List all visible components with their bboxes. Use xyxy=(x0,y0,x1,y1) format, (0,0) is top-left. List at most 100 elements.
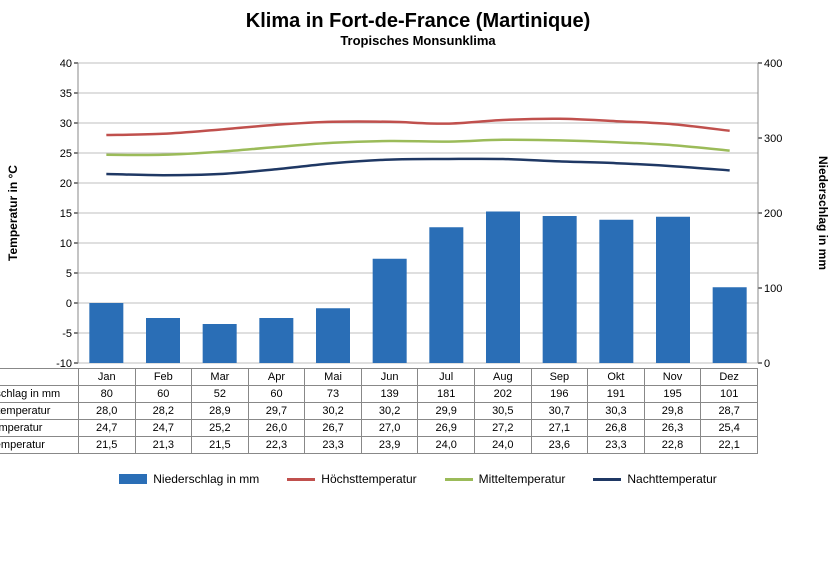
legend-label: Niederschlag in mm xyxy=(153,472,259,486)
table-cell: 26,3 xyxy=(644,420,701,437)
table-corner xyxy=(0,369,78,386)
bar xyxy=(713,287,747,363)
bar xyxy=(146,318,180,363)
table-cell: 139 xyxy=(361,386,418,403)
table-cell: 22,8 xyxy=(644,437,701,454)
climate-chart: Klima in Fort-de-France (Martinique) Tro… xyxy=(0,0,836,575)
svg-text:-5: -5 xyxy=(62,328,72,340)
table-cell: 196 xyxy=(531,386,588,403)
month-header: Aug xyxy=(474,369,531,386)
table-cell: 22,3 xyxy=(248,437,305,454)
table-cell: 29,8 xyxy=(644,403,701,420)
table-cell: 30,2 xyxy=(361,403,418,420)
chart-subtitle: Tropisches Monsunklima xyxy=(20,33,816,48)
legend-item-mean_temp: Mitteltemperatur xyxy=(445,472,566,486)
table-cell: 26,8 xyxy=(588,420,645,437)
table-cell: 23,3 xyxy=(588,437,645,454)
table-cell: 21,5 xyxy=(78,437,135,454)
table-cell: 195 xyxy=(644,386,701,403)
legend: Niederschlag in mm Höchsttemperatur Mittel… xyxy=(20,472,816,486)
month-header: Nov xyxy=(644,369,701,386)
table-cell: 23,3 xyxy=(305,437,362,454)
bar xyxy=(486,212,520,364)
plot-area: Temperatur in °C Niederschlag in mm -10-… xyxy=(33,58,803,368)
row-header: Mitteltemperatur xyxy=(0,420,78,437)
table-cell: 21,5 xyxy=(192,437,249,454)
legend-swatch xyxy=(287,478,315,481)
bar xyxy=(203,324,237,363)
table-cell: 191 xyxy=(588,386,645,403)
table-cell: 30,7 xyxy=(531,403,588,420)
table-cell: 23,6 xyxy=(531,437,588,454)
svg-text:35: 35 xyxy=(60,88,72,100)
y-right-axis-label: Niederschlag in mm xyxy=(816,156,830,270)
table-cell: 27,1 xyxy=(531,420,588,437)
svg-text:25: 25 xyxy=(60,148,72,160)
table-cell: 21,3 xyxy=(135,437,192,454)
table-cell: 60 xyxy=(248,386,305,403)
table-cell: 24,0 xyxy=(474,437,531,454)
month-header: Jan xyxy=(78,369,135,386)
table-cell: 22,1 xyxy=(701,437,758,454)
table-cell: 28,9 xyxy=(192,403,249,420)
legend-label: Nachttemperatur xyxy=(627,472,716,486)
svg-text:100: 100 xyxy=(764,283,782,295)
table-cell: 30,3 xyxy=(588,403,645,420)
month-header: Apr xyxy=(248,369,305,386)
svg-text:40: 40 xyxy=(60,58,72,70)
month-header: Jul xyxy=(418,369,475,386)
bar xyxy=(543,216,577,363)
table-cell: 73 xyxy=(305,386,362,403)
table-cell: 23,9 xyxy=(361,437,418,454)
bar xyxy=(429,227,463,363)
legend-item-max_temp: Höchsttemperatur xyxy=(287,472,416,486)
bar xyxy=(599,220,633,363)
row-header: Niederschlag in mm xyxy=(0,386,78,403)
svg-text:15: 15 xyxy=(60,208,72,220)
legend-item-night_temp: Nachttemperatur xyxy=(593,472,716,486)
svg-text:200: 200 xyxy=(764,208,782,220)
table-cell: 26,0 xyxy=(248,420,305,437)
svg-text:0: 0 xyxy=(764,358,770,368)
table-cell: 101 xyxy=(701,386,758,403)
table-cell: 26,7 xyxy=(305,420,362,437)
table-cell: 29,9 xyxy=(418,403,475,420)
table-cell: 202 xyxy=(474,386,531,403)
row-header: Höchsttemperatur xyxy=(0,403,78,420)
month-header: Okt xyxy=(588,369,645,386)
svg-text:0: 0 xyxy=(66,298,72,310)
bar xyxy=(89,303,123,363)
plot-svg: -10-505101520253035400100200300400 xyxy=(33,58,803,368)
legend-swatch xyxy=(445,478,473,481)
table-cell: 26,9 xyxy=(418,420,475,437)
table-cell: 28,7 xyxy=(701,403,758,420)
table-cell: 60 xyxy=(135,386,192,403)
legend-swatch xyxy=(593,478,621,481)
table-cell: 80 xyxy=(78,386,135,403)
bar xyxy=(316,308,350,363)
line-max_temp xyxy=(106,119,729,135)
month-header: Mar xyxy=(192,369,249,386)
table-cell: 52 xyxy=(192,386,249,403)
month-header: Jun xyxy=(361,369,418,386)
table-cell: 24,7 xyxy=(78,420,135,437)
bar xyxy=(656,217,690,363)
table-cell: 24,7 xyxy=(135,420,192,437)
table-cell: 27,0 xyxy=(361,420,418,437)
row-header: Nachttemperatur xyxy=(0,437,78,454)
svg-text:400: 400 xyxy=(764,58,782,70)
table-cell: 24,0 xyxy=(418,437,475,454)
table-cell: 25,4 xyxy=(701,420,758,437)
table-cell: 28,2 xyxy=(135,403,192,420)
table-cell: 30,2 xyxy=(305,403,362,420)
month-header: Feb xyxy=(135,369,192,386)
table-cell: 30,5 xyxy=(474,403,531,420)
y-left-axis-label: Temperatur in °C xyxy=(6,165,20,261)
legend-swatch xyxy=(119,474,147,484)
table-cell: 25,2 xyxy=(192,420,249,437)
chart-title: Klima in Fort-de-France (Martinique) xyxy=(20,10,816,33)
svg-text:300: 300 xyxy=(764,133,782,145)
bar xyxy=(259,318,293,363)
svg-text:5: 5 xyxy=(66,268,72,280)
line-night_temp xyxy=(106,159,729,175)
